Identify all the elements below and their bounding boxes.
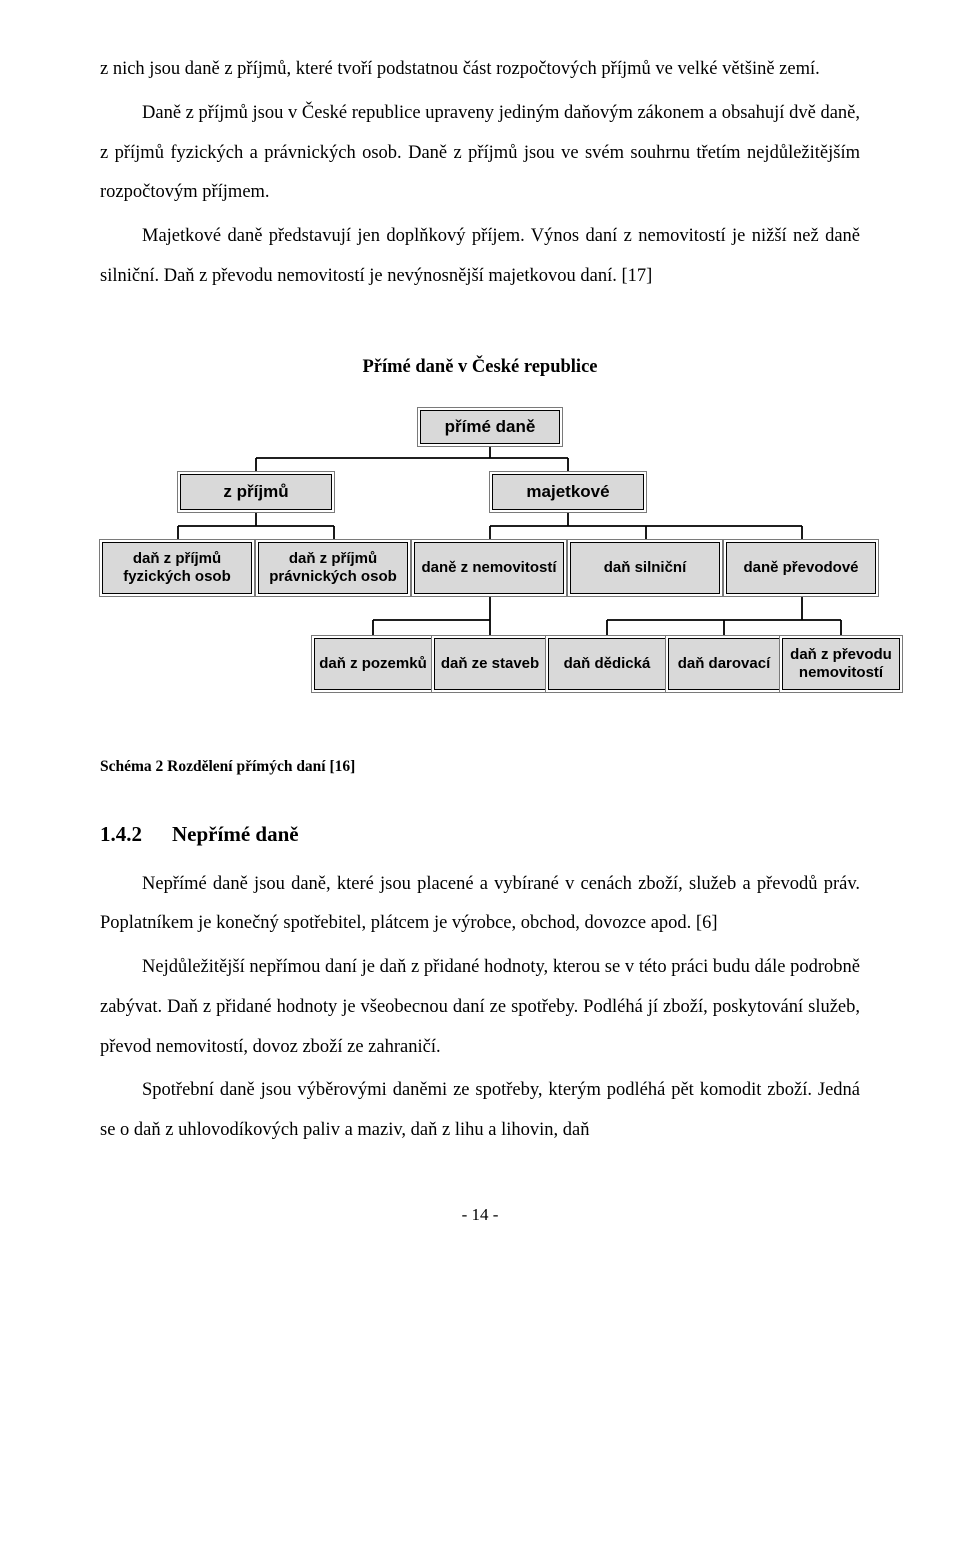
- paragraph-3: Majetkové daně představují jen doplňkový…: [100, 217, 860, 297]
- node-l2-0: daň z příjmůfyzických osob: [102, 542, 252, 594]
- diagram-title: Přímé daně v České republice: [100, 357, 860, 378]
- node-l3-0: daň z pozemků: [314, 638, 432, 690]
- node-l3-3: daň darovací: [668, 638, 780, 690]
- diagram-caption: Schéma 2 Rozdělení přímých daní [16]: [100, 758, 860, 776]
- node-l1-right: majetkové: [492, 474, 644, 510]
- node-root: přímé daně: [420, 410, 560, 444]
- node-l3-2: daň dědická: [548, 638, 666, 690]
- section-title: Nepřímé daně: [172, 822, 299, 846]
- node-l3-1: daň ze staveb: [434, 638, 546, 690]
- section-heading: 1.4.2Nepřímé daně: [100, 822, 860, 847]
- page: z nich jsou daně z příjmů, které tvoří p…: [0, 0, 960, 1567]
- node-l3-4: daň z převodunemovitostí: [782, 638, 900, 690]
- paragraph-6: Spotřební daně jsou výběrovými daněmi ze…: [100, 1071, 860, 1151]
- node-l2-2: daně z nemovitostí: [414, 542, 564, 594]
- node-l2-3: daň silniční: [570, 542, 720, 594]
- node-l1-left: z příjmů: [180, 474, 332, 510]
- section-number: 1.4.2: [100, 822, 172, 847]
- paragraph-2: Daně z příjmů jsou v České republice upr…: [100, 94, 860, 213]
- page-number: - 14 -: [100, 1205, 860, 1225]
- node-l2-1: daň z příjmůprávnických osob: [258, 542, 408, 594]
- paragraph-1: z nich jsou daně z příjmů, které tvoří p…: [100, 50, 860, 90]
- node-l2-4: daně převodové: [726, 542, 876, 594]
- diagram-tree-html: přímé daně z příjmů majetkové daň z příj…: [100, 408, 880, 738]
- paragraph-5: Nejdůležitější nepřímou daní je daň z př…: [100, 948, 860, 1067]
- paragraph-4: Nepřímé daně jsou daně, které jsou place…: [100, 865, 860, 945]
